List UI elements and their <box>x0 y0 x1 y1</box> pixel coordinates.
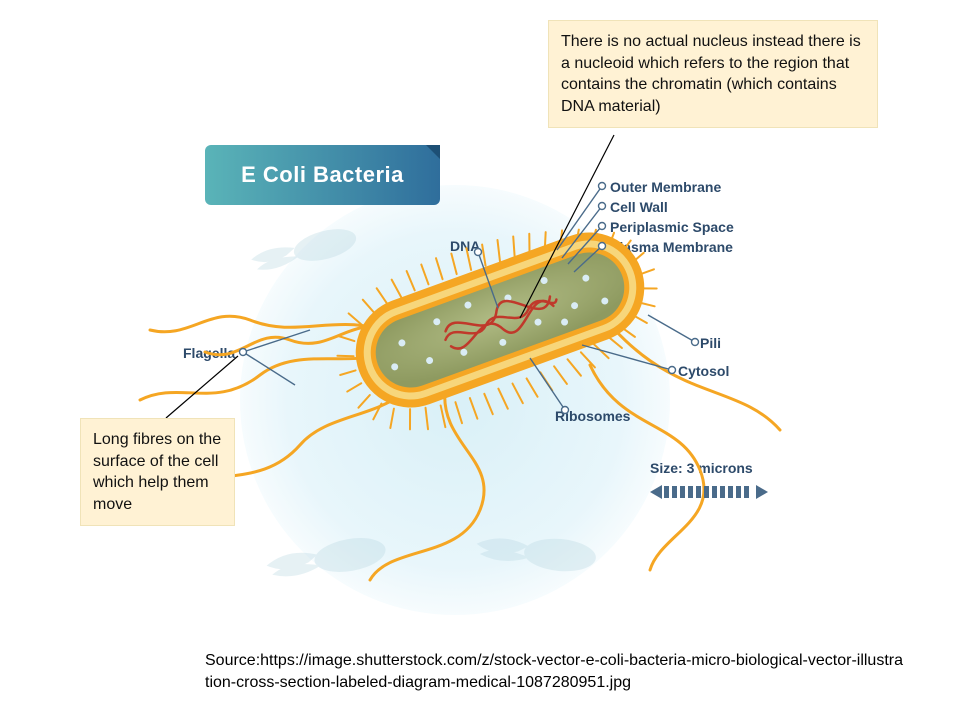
scale-bar <box>650 485 768 499</box>
page: E Coli Bacteria Outer Membrane Cell Wall… <box>0 0 960 720</box>
callout-nucleoid: There is no actual nucleus instead there… <box>548 20 878 128</box>
callout-flagella: Long fibres on the surface of the cell w… <box>80 418 235 526</box>
bacterium-body <box>314 189 682 458</box>
